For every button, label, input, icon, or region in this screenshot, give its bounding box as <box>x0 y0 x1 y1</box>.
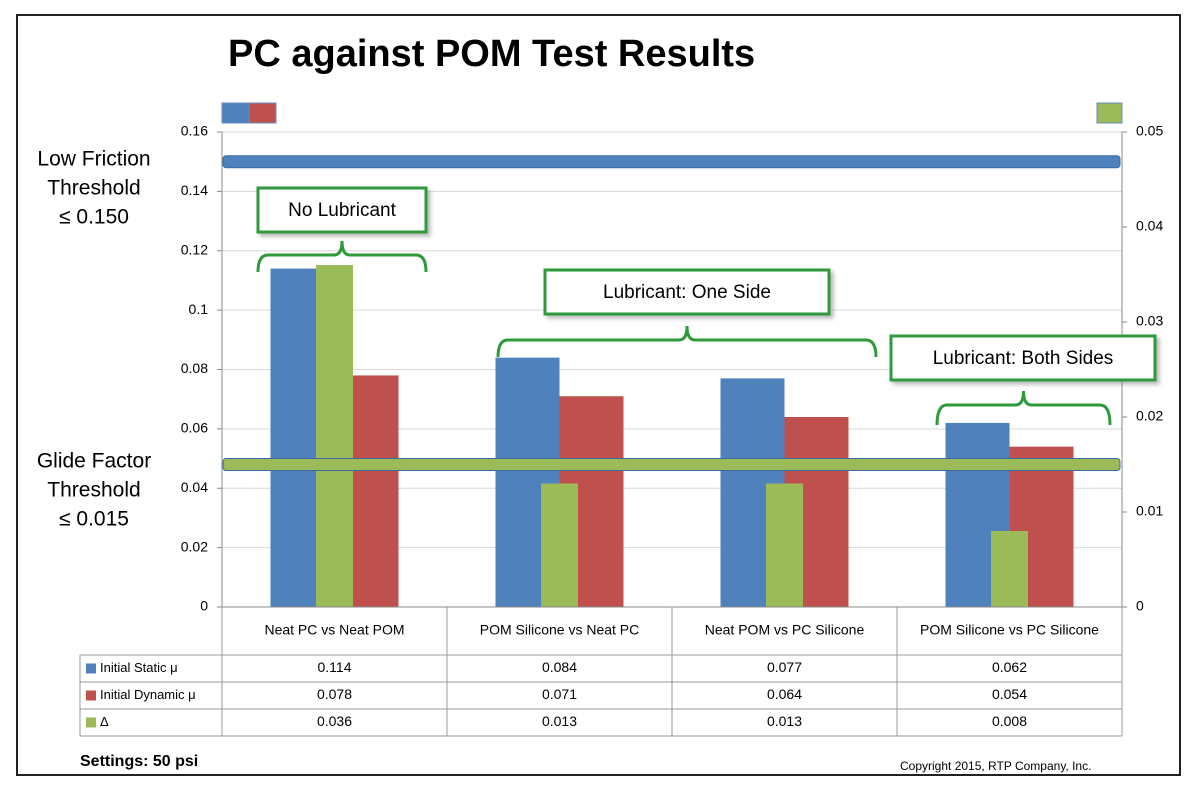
annotation: Lubricant: One Side <box>603 282 771 303</box>
table-value: 0.036 <box>317 713 352 729</box>
annotation-brace <box>496 325 878 358</box>
y2-tick-label: 0.04 <box>1136 218 1163 234</box>
bar <box>991 531 1028 607</box>
threshold-label: Threshold <box>47 479 140 502</box>
table-value: 0.008 <box>992 713 1027 729</box>
threshold-label: Glide Factor <box>37 450 151 473</box>
table-value: 0.013 <box>767 713 802 729</box>
y2-tick-label: 0.03 <box>1136 313 1163 329</box>
table-value: 0.013 <box>542 713 577 729</box>
y2-tick-label: 0 <box>1136 598 1144 614</box>
table-value: 0.054 <box>992 686 1027 702</box>
annotation: No Lubricant <box>288 200 396 221</box>
threshold-label: ≤ 0.150 <box>59 206 129 229</box>
threshold-label: Threshold <box>47 177 140 200</box>
annotation-brace <box>256 240 428 273</box>
threshold-line <box>222 458 1121 471</box>
table-value: 0.071 <box>542 686 577 702</box>
table-value: 0.062 <box>992 659 1027 675</box>
legend-label: Initial Static μ <box>100 660 178 675</box>
x-tick-label: Neat POM vs PC Silicone <box>705 622 865 638</box>
axis-swatch <box>248 102 277 124</box>
y-tick-label: 0.04 <box>181 479 208 495</box>
legend-label: Initial Dynamic μ <box>100 687 196 702</box>
axis-swatch <box>1096 102 1123 124</box>
x-tick-label: POM Silicone vs PC Silicone <box>920 622 1099 638</box>
frame <box>16 14 1181 776</box>
y-tick-label: 0.12 <box>181 241 208 257</box>
legend-label: Δ <box>100 714 109 729</box>
annotation-brace <box>935 390 1112 426</box>
table-value: 0.077 <box>767 659 802 675</box>
y-tick-label: 0 <box>200 598 208 614</box>
y-tick-label: 0.06 <box>181 420 208 436</box>
chart-title: PC against POM Test Results <box>228 33 755 75</box>
y-tick-label: 0.14 <box>181 182 208 198</box>
legend-swatch <box>86 690 96 701</box>
annotation-box <box>543 268 831 316</box>
y-tick-label: 0.08 <box>181 360 208 376</box>
threshold-label: Low Friction <box>37 148 150 171</box>
x-tick-label: Neat PC vs Neat POM <box>264 622 404 638</box>
y-tick-label: 0.02 <box>181 538 208 554</box>
table-value: 0.064 <box>767 686 802 702</box>
threshold-label: ≤ 0.015 <box>59 508 129 531</box>
bar <box>316 265 353 607</box>
settings-note: Settings: 50 psi <box>80 753 198 770</box>
axis-swatch <box>221 102 250 124</box>
y2-tick-label: 0.02 <box>1136 408 1163 424</box>
copyright: Copyright 2015, RTP Company, Inc. <box>900 759 1091 773</box>
table-value: 0.078 <box>317 686 352 702</box>
legend-swatch <box>86 717 96 728</box>
y-tick-label: 0.1 <box>189 301 209 317</box>
threshold-line <box>222 155 1121 169</box>
table-value: 0.084 <box>542 659 577 675</box>
y2-tick-label: 0.05 <box>1136 123 1163 139</box>
x-tick-label: POM Silicone vs Neat PC <box>480 622 640 638</box>
bar <box>541 483 578 607</box>
legend-swatch <box>86 663 96 674</box>
annotation: Lubricant: Both Sides <box>933 348 1114 369</box>
bar <box>766 483 803 607</box>
table-value: 0.114 <box>318 659 352 675</box>
y-tick-label: 0.16 <box>181 123 208 139</box>
annotation-box <box>256 186 428 234</box>
annotation-box <box>889 334 1157 382</box>
y2-tick-label: 0.01 <box>1136 503 1163 519</box>
